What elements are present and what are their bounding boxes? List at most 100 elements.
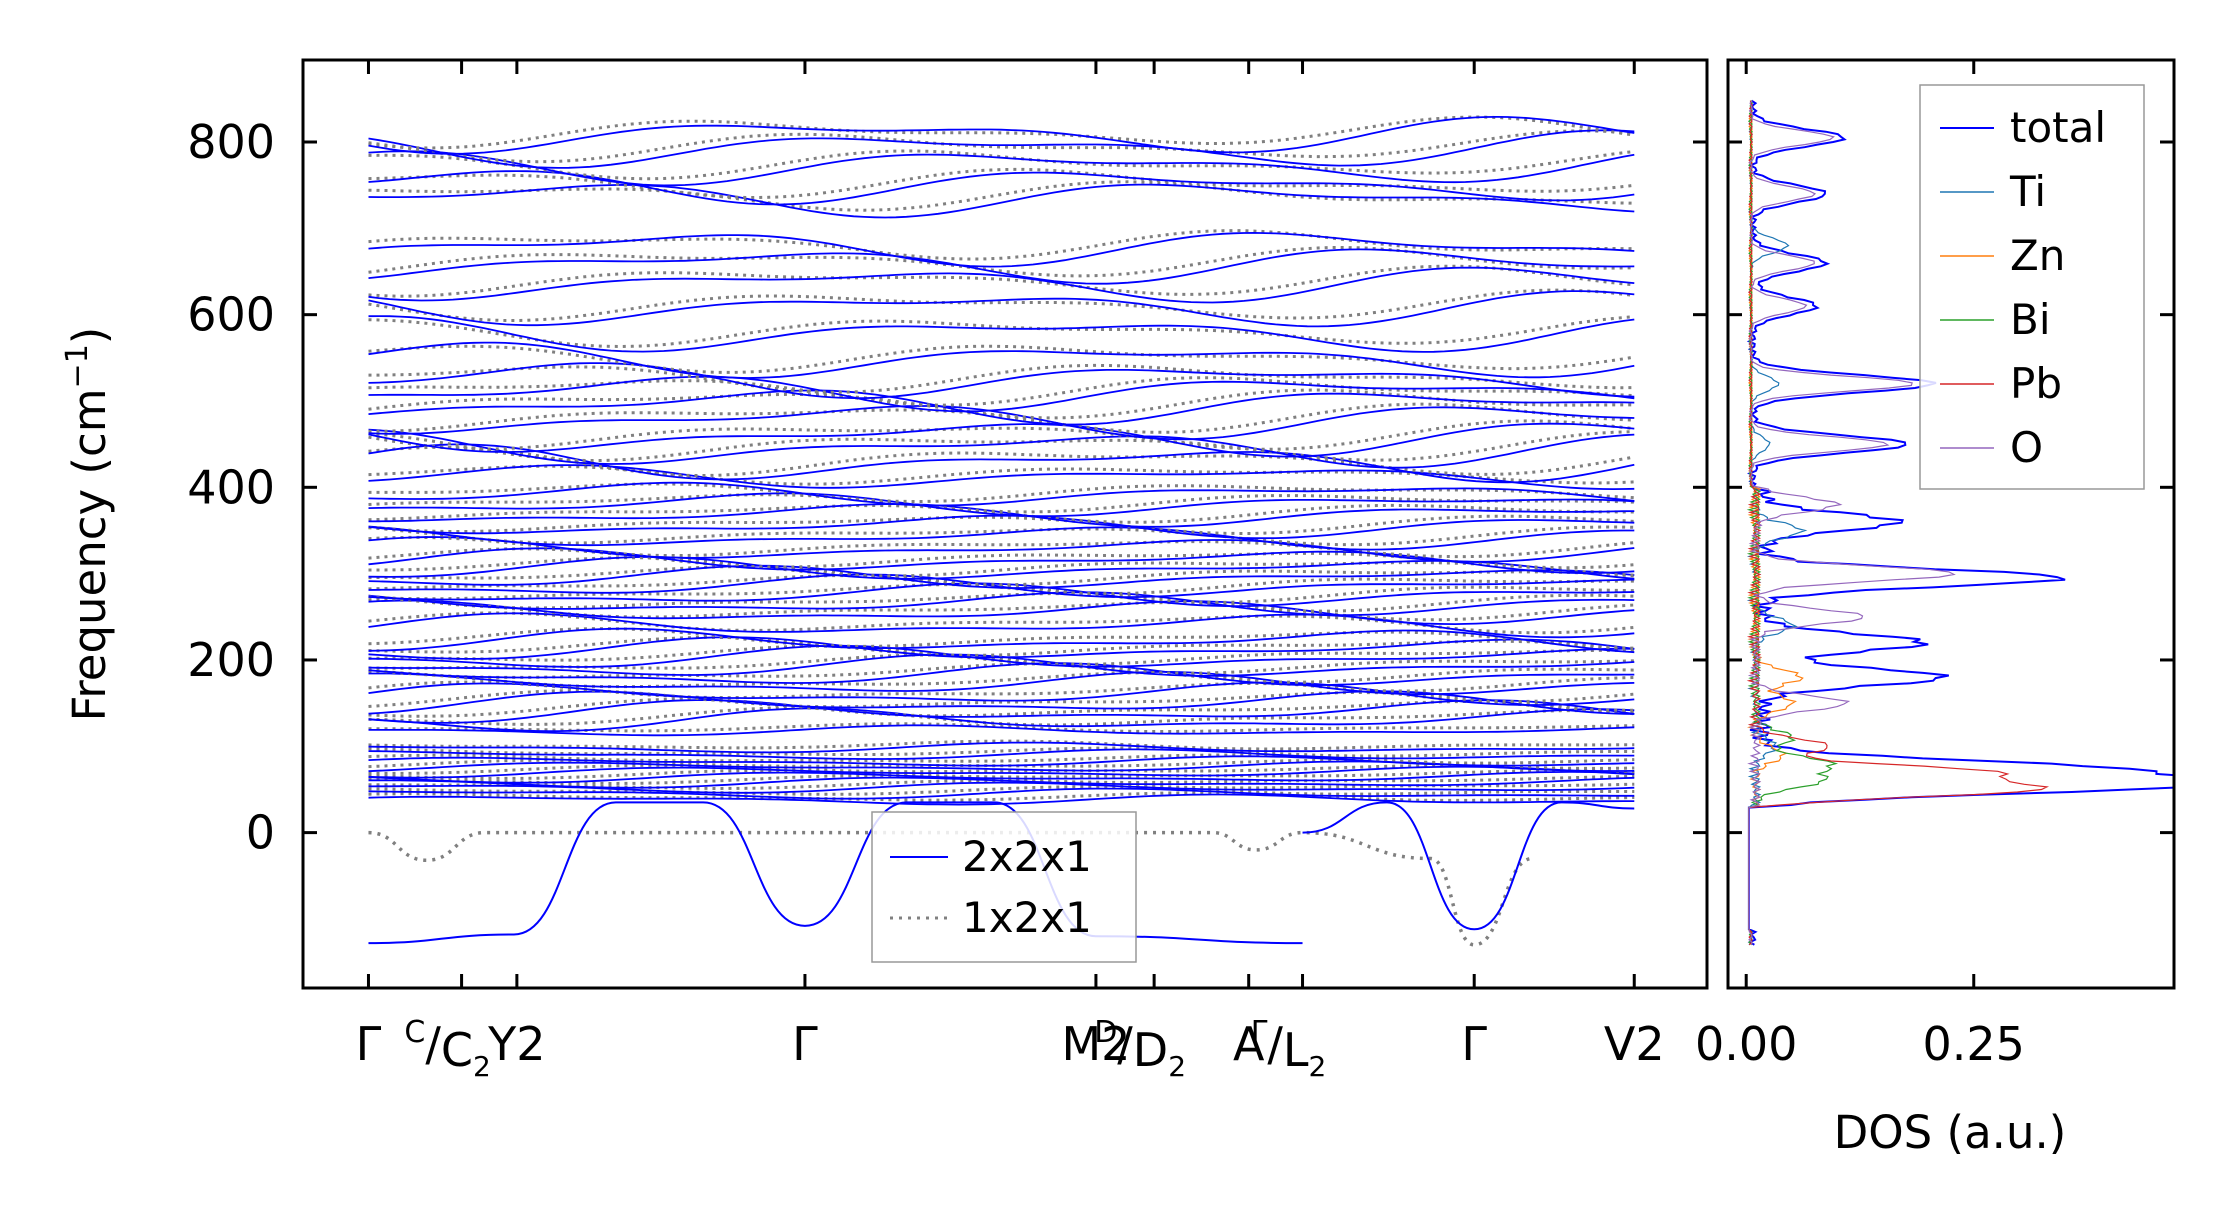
- band-2x2x1: [368, 248, 1635, 285]
- band-1x2x1: [368, 149, 1635, 181]
- dos-panel-frame: [1726, 58, 2176, 990]
- band-2x2x1: [368, 422, 1635, 458]
- band-2x2x1: [368, 150, 1635, 187]
- dos-xtick-label: 0.00: [1695, 1017, 1797, 1071]
- band-2x2x1: [368, 464, 1635, 491]
- band-2x2x1: [368, 627, 1635, 654]
- band-2x2x1: [368, 636, 1635, 660]
- band-1x2x1: [368, 739, 1635, 751]
- dos-axis-label: DOS (a.u.): [1834, 1106, 2067, 1159]
- band-2x2x1: [368, 741, 1635, 754]
- band-2x2x1: [368, 481, 1635, 507]
- band-panel-frame: [301, 58, 1709, 990]
- band-2x2x1: [368, 690, 1635, 715]
- band-ytick-label: 600: [187, 288, 275, 342]
- band-y-axis: 0 200 400 600 800: [187, 115, 1707, 860]
- band-1x2x1: [368, 430, 1635, 462]
- band-2x2x1: [368, 748, 1635, 760]
- kpoint-label: M2: [1061, 1017, 1130, 1071]
- frequency-axis-label: Frequency (cm−1): [60, 327, 116, 722]
- kpoint-label-fraction: C/C2: [404, 1015, 490, 1083]
- band-2x2x1: [368, 699, 1635, 724]
- band-1x2x1: [368, 746, 1635, 758]
- soft-mode-1x2x1: [368, 830, 1533, 947]
- band-legend-box: [871, 811, 1137, 963]
- dos-legend-label: Ti: [2009, 167, 2046, 216]
- band-2x2x1: [368, 765, 1635, 779]
- band-2x2x1: [368, 129, 1635, 169]
- dos-legend-label: Zn: [2010, 231, 2065, 280]
- band-2x2x1: [368, 681, 1635, 706]
- band-2x2x1: [368, 405, 1635, 441]
- band-2x2x1: [368, 599, 1635, 626]
- band-1x2x1: [368, 635, 1635, 657]
- band-2x2x1: [368, 724, 1635, 737]
- band-1x2x1: [368, 611, 1635, 635]
- dos-x-axis: 0.00 0.25: [1695, 60, 2025, 1071]
- band-2x2x1: [368, 573, 1635, 599]
- band-2x2x1: [368, 591, 1635, 616]
- dos-legend-label: total: [2010, 103, 2106, 152]
- band-1x2x1: [368, 763, 1635, 775]
- band-2x2x1: [368, 671, 1635, 696]
- band-1x2x1: [368, 556, 1635, 578]
- band-2x2x1: [368, 707, 1635, 732]
- band-ytick-label: 800: [187, 115, 275, 169]
- band-2x2x1: [368, 662, 1635, 687]
- band-2x2x1: [368, 183, 1635, 219]
- kpoint-label: V2: [1604, 1017, 1665, 1071]
- band-1x2x1: [368, 753, 1635, 765]
- band-1x2x1: [368, 180, 1635, 212]
- kpoint-label-fraction: Γ/L2: [1251, 1015, 1327, 1083]
- dos-legend-label: Pb: [2010, 359, 2062, 408]
- dos-legend-label: Bi: [2010, 295, 2050, 344]
- band-2x2x1: [368, 231, 1635, 268]
- band-1x2x1: [368, 344, 1635, 374]
- band-2x2x1: [368, 556, 1635, 580]
- band-2x2x1: [368, 266, 1635, 304]
- dos-y-ticks: [1728, 140, 2174, 835]
- dos-xtick-label: 0.25: [1923, 1017, 2025, 1071]
- dos-legend-box: [1919, 84, 2145, 490]
- band-2x2x1: [368, 612, 1635, 639]
- kpoint-label: Γ: [1461, 1017, 1487, 1071]
- band-2x2x1: [368, 341, 1635, 379]
- band-1x2x1: [368, 419, 1635, 451]
- band-2x2x1: [368, 443, 1635, 484]
- kpoint-label: Γ: [792, 1017, 818, 1071]
- band-1x2x1: [368, 535, 1635, 559]
- dos-curve-bi: [1746, 100, 1839, 946]
- band-1x2x1: [368, 791, 1635, 802]
- band-ytick-label: 0: [246, 806, 275, 860]
- band-2x2x1: [368, 644, 1635, 668]
- band-2x2x1: [368, 428, 1635, 469]
- band-1x2x1: [368, 514, 1635, 536]
- legend-label-2x2x1: 2x2x1: [962, 832, 1092, 881]
- band-1x2x1: [368, 363, 1635, 394]
- band-2x2x1: [368, 776, 1635, 789]
- band-2x2x1: [368, 525, 1635, 551]
- band-1x2x1: [368, 503, 1635, 524]
- band-2x2x1: [368, 770, 1635, 784]
- band-1x2x1: [368, 315, 1635, 349]
- band-2x2x1: [368, 389, 1635, 426]
- band-1x2x1: [368, 229, 1635, 261]
- band-2x2x1: [368, 536, 1635, 563]
- band-ytick-label: 400: [187, 460, 275, 514]
- band-1x2x1: [368, 525, 1635, 547]
- kpoint-label: Y2: [487, 1017, 545, 1071]
- kpoint-label: Γ: [356, 1017, 382, 1071]
- band-1x2x1: [368, 627, 1635, 650]
- band-1x2x1: [368, 129, 1635, 164]
- band-1x2x1: [368, 670, 1635, 693]
- band-1x2x1: [368, 547, 1635, 570]
- band-1x2x1: [368, 565, 1635, 587]
- band-2x2x1: [368, 514, 1635, 540]
- band-2x2x1: [368, 115, 1635, 155]
- dos-legend-label: O: [2010, 423, 2043, 472]
- band-1x2x1: [368, 769, 1635, 780]
- band-2x2x1: [368, 492, 1635, 517]
